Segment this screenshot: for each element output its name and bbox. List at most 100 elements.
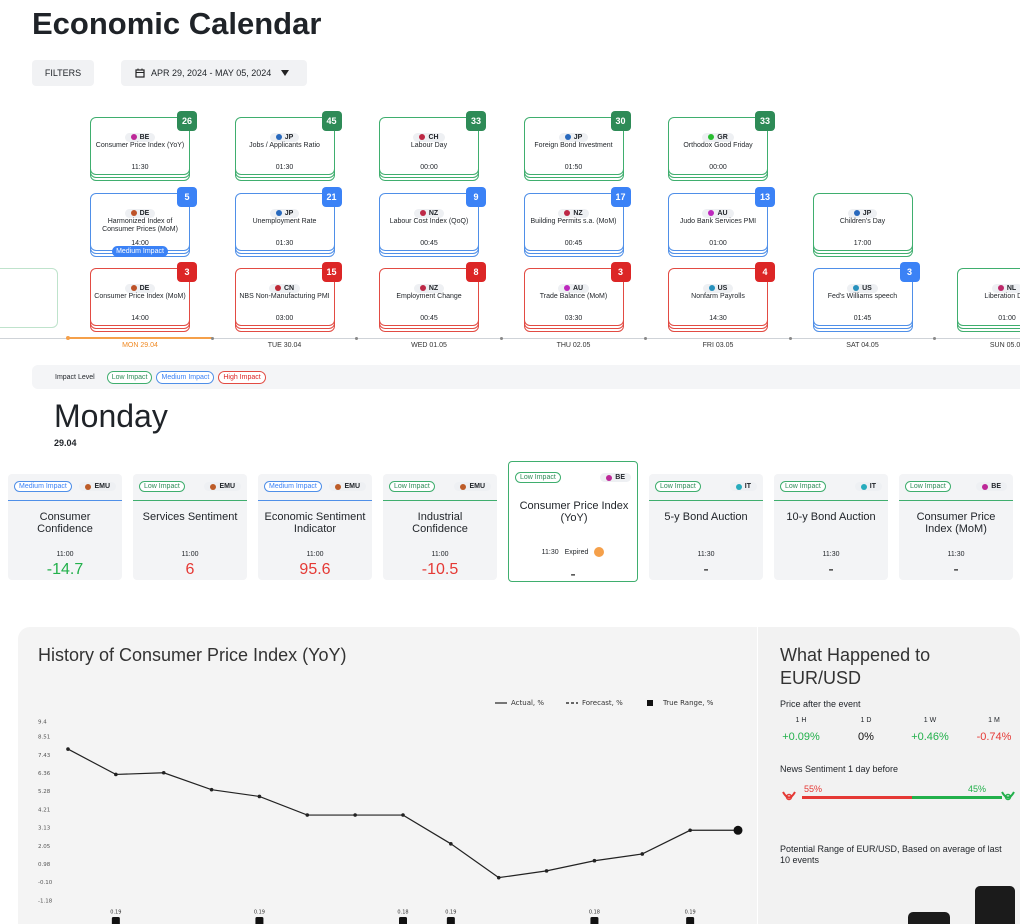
- event-card[interactable]: NZ Labour Cost Index (QoQ) 00:45: [379, 193, 479, 251]
- legend-label: Forecast, %: [582, 699, 623, 707]
- detail-card[interactable]: Low Impact IT 10-y Bond Auction 11:30 -: [774, 474, 888, 580]
- day-label: TUE 30.04: [267, 342, 302, 349]
- event-card[interactable]: JP Jobs / Applicants Ratio 01:30: [234, 117, 335, 175]
- event-title: Employment Change: [396, 293, 462, 300]
- range-bar: [399, 917, 407, 924]
- axis-dot: [355, 336, 358, 340]
- country-chip: JP: [847, 208, 878, 218]
- impact-pill: Low Impact: [780, 481, 826, 492]
- y-tick-label: -0.10: [38, 880, 53, 886]
- detail-value: -10.5: [421, 561, 459, 578]
- detail-card[interactable]: Low Impact BE Consumer Price Index (YoY) 11…: [508, 461, 638, 583]
- event-card[interactable]: US Nonfarm Payrolls 14:30: [668, 268, 768, 326]
- event-card[interactable]: JP Children's Day 17:00: [812, 193, 913, 251]
- period-change: +0.46%: [911, 731, 949, 743]
- country-chip: NL: [991, 283, 1020, 293]
- country-code: BE: [615, 474, 625, 481]
- event-card[interactable]: NZ Employment Change 00:45: [379, 268, 479, 326]
- detail-card[interactable]: Low Impact EMU Industrial Confidence 11:00 -…: [383, 474, 497, 580]
- flag: [564, 210, 571, 216]
- sentiment-icon: [781, 789, 797, 803]
- event-time: 11:30: [131, 164, 149, 171]
- event-count: 33: [755, 111, 775, 131]
- detail-card[interactable]: Medium Impact EMU Consumer Confidence 11:00…: [8, 474, 122, 580]
- chip-wrap: AU: [669, 203, 767, 221]
- legend-label: Impact Level: [55, 373, 95, 381]
- event-card[interactable]: CN NBS Non-Manufacturing PMI 03:00: [234, 268, 335, 326]
- flag: [735, 483, 742, 490]
- event-card[interactable]: AU Judo Bank Services PMI 01:00: [668, 193, 768, 251]
- event-card[interactable]: NZ Building Permits s.a. (MoM) 00:45: [523, 193, 624, 251]
- country-chip: CH: [413, 132, 445, 142]
- event-title: Harmonized Index of Consumer Prices (MoM…: [102, 218, 178, 233]
- detail-value: -: [953, 561, 959, 578]
- country-code: IT: [744, 483, 751, 490]
- event-time: 00:00: [420, 164, 438, 171]
- event-title: Building Permits s.a. (MoM): [530, 218, 617, 225]
- event-count: 4: [755, 262, 775, 282]
- event-title: Liberation Day: [984, 293, 1020, 300]
- time-row: 11:30: [649, 551, 763, 558]
- event-time: 01:50: [564, 164, 583, 171]
- axis-dot: [644, 336, 647, 340]
- event-title: Consumer Price Index (MoM): [94, 293, 186, 300]
- country-code: JP: [284, 133, 294, 141]
- event-time: 01:45: [853, 315, 872, 322]
- event-title: Labour Day: [410, 142, 448, 149]
- impact-pill: Medium Impact: [14, 481, 72, 492]
- detail-card[interactable]: Medium Impact EMU Economic Sentiment Indic…: [258, 474, 372, 580]
- period-label: 1 W: [923, 717, 937, 724]
- event-card[interactable]: CH Labour Day 00:00: [379, 117, 479, 175]
- detail-value: 6: [185, 561, 195, 578]
- day-label: SUN 05.05: [989, 342, 1020, 349]
- event-count: 13: [755, 187, 775, 207]
- legend-square: [647, 700, 653, 706]
- filters-button[interactable]: FILTERS: [32, 60, 94, 86]
- detail-title: Industrial Confidence: [412, 511, 468, 535]
- detail-value: 95.6: [299, 561, 331, 578]
- detail-card[interactable]: Low Impact IT 5-y Bond Auction 11:30 -: [649, 474, 763, 580]
- event-card[interactable]: DE Consumer Price Index (MoM) 14:00: [90, 268, 190, 326]
- country-code: BE: [991, 483, 1001, 490]
- range-bar: [686, 917, 695, 924]
- chip-wrap: DE: [91, 203, 189, 221]
- event-card[interactable]: DE Harmonized Index of Consumer Prices (M…: [90, 193, 190, 251]
- impact-line: [774, 500, 888, 501]
- legend-item: High Impact: [218, 370, 266, 384]
- event-card[interactable]: JP Unemployment Rate 01:30: [234, 193, 335, 251]
- sentiment-icon: [1000, 789, 1016, 803]
- event-card[interactable]: US Fed's Williams speech 01:45: [812, 268, 913, 326]
- sentiment-label-bull: 45%: [968, 784, 987, 794]
- flag: [419, 210, 426, 216]
- chip-wrap: JP: [814, 203, 912, 221]
- event-title: Foreign Bond Investment: [534, 142, 613, 149]
- country-code: JP: [284, 209, 294, 217]
- range-block: [908, 912, 950, 924]
- chip-wrap: NZ: [380, 278, 478, 296]
- event-card[interactable]: AU Trade Balance (MoM) 03:30: [523, 268, 624, 326]
- country-code: EMU: [344, 483, 360, 490]
- card-header: Low Impact EMU: [383, 481, 497, 492]
- flag: [130, 134, 137, 140]
- country-chip: BE: [124, 132, 156, 142]
- date-range-button[interactable]: APR 29, 2024 - MAY 05, 2024: [121, 60, 307, 86]
- detail-title: 10-y Bond Auction: [786, 511, 876, 523]
- country-code: US: [717, 284, 728, 292]
- event-card[interactable]: BE Consumer Price Index (YoY) 11:30: [90, 117, 190, 175]
- country-chip: EMU: [79, 482, 116, 491]
- event-card[interactable]: GR Orthodox Good Friday 00:00: [668, 117, 768, 175]
- event-card[interactable]: JP Foreign Bond Investment 01:50: [523, 117, 624, 175]
- detail-card[interactable]: Low Impact EMU Services Sentiment 11:00 6: [133, 474, 247, 580]
- country-chip: EMU: [204, 482, 241, 491]
- chip-wrap: NZ: [525, 203, 623, 221]
- detail-card[interactable]: Low Impact BE Consumer Price Index (MoM) 11…: [899, 474, 1013, 580]
- impact-tag: Medium Impact: [112, 246, 168, 257]
- impact-line: [649, 500, 763, 501]
- y-tick-label: 9.4: [38, 720, 47, 726]
- chip-wrap: CH: [380, 127, 478, 145]
- country-chip: IT: [729, 482, 757, 491]
- flag: [210, 483, 217, 490]
- day-label: THU 02.05: [556, 342, 591, 349]
